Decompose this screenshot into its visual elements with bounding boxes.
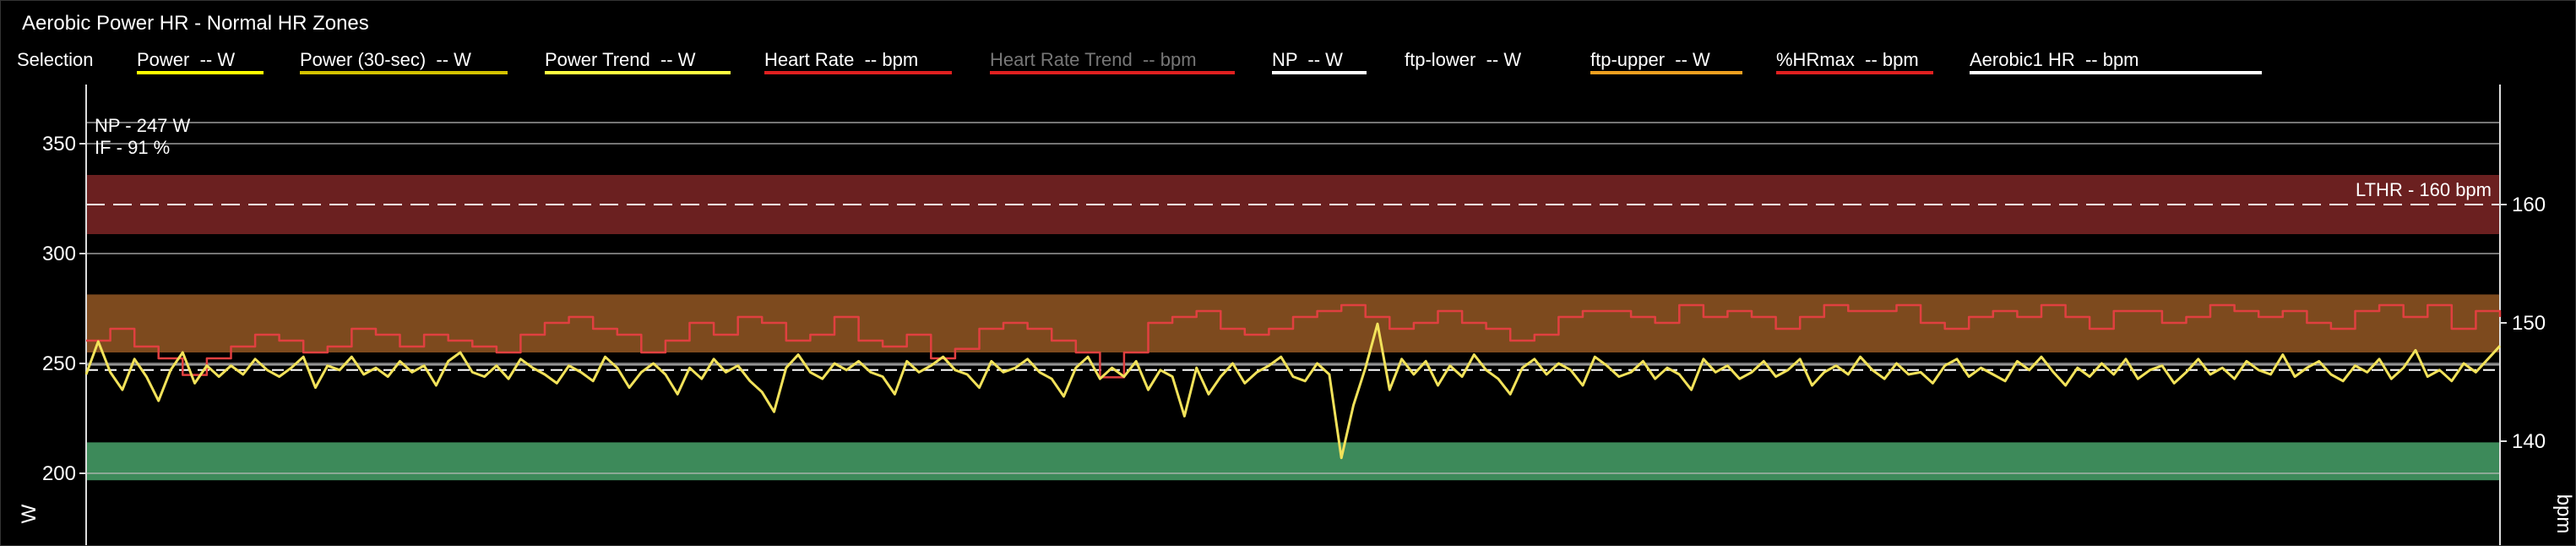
lthr-annotation: LTHR - 160 bpm (2356, 179, 2492, 200)
legend-item-label: %HRmax -- bpm (1776, 49, 1919, 70)
legend-item-underline (545, 71, 731, 74)
legend-item-5[interactable]: Heart Rate Trend -- bpm (990, 49, 1235, 74)
legend-item-underline (1776, 71, 1933, 74)
legend-item-underline (1272, 71, 1367, 74)
window-title: Aerobic Power HR - Normal HR Zones (22, 12, 369, 35)
legend-item-label: Heart Rate Trend -- bpm (990, 49, 1197, 70)
y2-tick-label: 140 (2512, 430, 2546, 453)
legend-item-8[interactable]: ftp-upper -- W (1590, 49, 1742, 74)
legend-item-3[interactable]: Power Trend -- W (545, 49, 731, 74)
legend-item-2[interactable]: Power (30-sec) -- W (300, 49, 508, 74)
y2-axis-label: bpm (2552, 494, 2575, 534)
legend-item-underline (1405, 71, 1548, 74)
legend-item-underline (300, 71, 508, 74)
legend-item-label: ftp-upper -- W (1590, 49, 1710, 70)
legend-item-underline (764, 71, 952, 74)
np-annotation: NP - 247 W (95, 115, 191, 136)
if-annotation: IF - 91 % (95, 137, 170, 158)
heart-rate-series (86, 303, 2502, 379)
y2-tick-label: 160 (2512, 194, 2546, 216)
y-axis-label: W (18, 504, 41, 523)
y-tick-label: 250 (42, 352, 76, 375)
legend-item-6[interactable]: NP -- W (1272, 49, 1367, 74)
legend-item-label: Heart Rate -- bpm (764, 49, 919, 70)
y-tick-label: 200 (42, 462, 76, 485)
legend-item-10[interactable]: Aerobic1 HR -- bpm (1970, 49, 2262, 74)
legend-item-underline (137, 71, 264, 74)
legend-item-label: Aerobic1 HR -- bpm (1970, 49, 2139, 70)
legend-item-underline (1970, 71, 2262, 74)
y2-tick-label: 150 (2512, 312, 2546, 335)
power-series (84, 322, 2502, 460)
y-tick-label: 350 (42, 133, 76, 156)
y-tick-label: 300 (42, 243, 76, 265)
legend-item-label: ftp-lower -- W (1405, 49, 1522, 70)
legend-item-label: Power (30-sec) -- W (300, 49, 471, 70)
legend-bar: Selection Power -- W Power (30-sec) -- W P… (0, 47, 2576, 81)
hr-zone-green (86, 442, 2500, 481)
legend-item-4[interactable]: Heart Rate -- bpm (764, 49, 952, 74)
legend-item-label: Power -- W (137, 49, 236, 70)
legend-item-1[interactable]: Power -- W (137, 49, 264, 74)
legend-item-7[interactable]: ftp-lower -- W (1405, 49, 1548, 74)
legend-item-9[interactable]: %HRmax -- bpm (1776, 49, 1933, 74)
legend-item-underline (990, 71, 1235, 74)
selection-label: Selection (17, 49, 94, 70)
legend-item-label: NP -- W (1272, 49, 1343, 70)
legend-item-label: Power Trend -- W (545, 49, 696, 70)
legend-item-underline (1590, 71, 1742, 74)
